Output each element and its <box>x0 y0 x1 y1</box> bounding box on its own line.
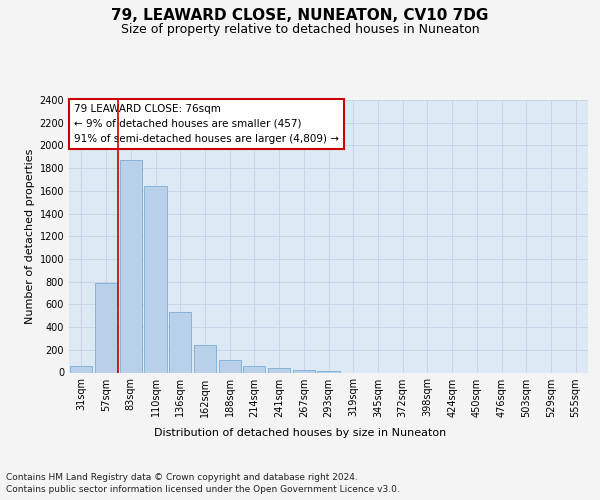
Text: 79, LEAWARD CLOSE, NUNEATON, CV10 7DG: 79, LEAWARD CLOSE, NUNEATON, CV10 7DG <box>112 8 488 22</box>
Bar <box>169 312 191 372</box>
Bar <box>119 160 142 372</box>
Bar <box>293 370 315 372</box>
Bar <box>70 366 92 372</box>
Bar <box>218 360 241 372</box>
Bar <box>145 186 167 372</box>
Text: 79 LEAWARD CLOSE: 76sqm
← 9% of detached houses are smaller (457)
91% of semi-de: 79 LEAWARD CLOSE: 76sqm ← 9% of detached… <box>74 104 339 144</box>
Bar <box>243 366 265 372</box>
Bar <box>268 368 290 372</box>
Bar <box>317 371 340 372</box>
Text: Size of property relative to detached houses in Nuneaton: Size of property relative to detached ho… <box>121 22 479 36</box>
Bar <box>194 345 216 372</box>
Text: Contains HM Land Registry data © Crown copyright and database right 2024.: Contains HM Land Registry data © Crown c… <box>6 472 358 482</box>
Text: Contains public sector information licensed under the Open Government Licence v3: Contains public sector information licen… <box>6 485 400 494</box>
Y-axis label: Number of detached properties: Number of detached properties <box>25 148 35 324</box>
Bar <box>95 283 117 372</box>
Text: Distribution of detached houses by size in Nuneaton: Distribution of detached houses by size … <box>154 428 446 438</box>
